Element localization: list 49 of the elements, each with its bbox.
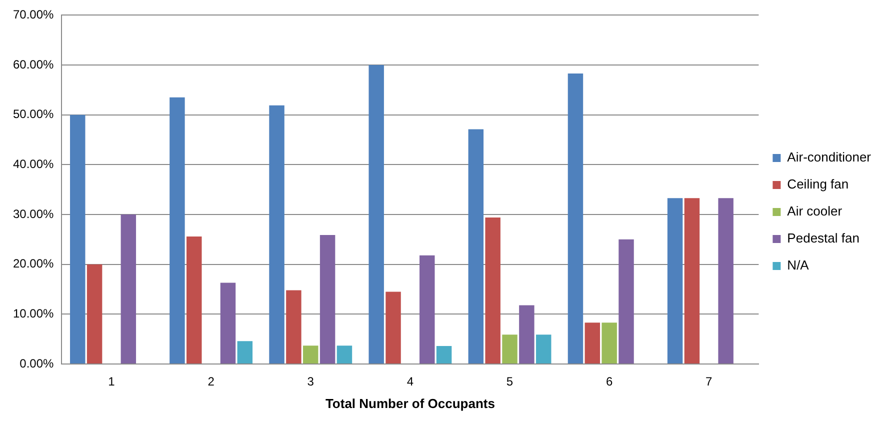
bar — [120, 214, 136, 364]
bar — [386, 292, 401, 364]
x-axis-title: Total Number of Occupants — [325, 396, 495, 411]
bar — [186, 236, 202, 364]
bar — [502, 334, 518, 364]
x-tick-label: 6 — [606, 374, 613, 389]
bar — [336, 346, 352, 364]
x-tick-label: 2 — [208, 374, 215, 389]
legend-label: N/A — [787, 258, 810, 273]
bar — [602, 322, 617, 364]
bar — [485, 218, 500, 364]
bar — [468, 129, 484, 364]
y-tick-label: 60.00% — [12, 57, 54, 72]
y-tick-label: 50.00% — [12, 107, 54, 122]
bar — [269, 105, 284, 364]
y-tick-label: 0.00% — [20, 356, 54, 370]
bar — [584, 322, 600, 364]
bar — [70, 114, 86, 364]
y-tick-label: 30.00% — [12, 206, 54, 221]
bar — [220, 282, 236, 364]
bar — [320, 234, 336, 364]
bar — [436, 346, 452, 364]
bar — [86, 264, 102, 364]
x-tick-label: 3 — [307, 374, 314, 389]
y-tick-label: 40.00% — [12, 157, 54, 171]
bar — [368, 65, 384, 364]
legend-label: Air-conditioner — [787, 150, 872, 165]
bar — [536, 334, 552, 364]
y-tick-label: 10.00% — [12, 306, 54, 320]
bar — [667, 198, 683, 364]
bar — [568, 74, 584, 364]
bar — [519, 305, 534, 364]
legend-label: Pedestal fan — [787, 230, 860, 246]
bar — [170, 97, 185, 364]
x-tick-label: 4 — [406, 374, 414, 389]
bar — [237, 341, 253, 364]
bar — [420, 255, 435, 364]
y-tick-label: 20.00% — [12, 256, 54, 271]
x-tick-label: 7 — [706, 374, 713, 389]
bar — [618, 239, 634, 364]
x-tick-label: 5 — [506, 374, 514, 389]
x-tick-label: 1 — [108, 374, 116, 389]
bar — [303, 346, 318, 364]
bar — [718, 198, 734, 364]
bar — [286, 290, 302, 364]
legend-label: Air cooler — [787, 204, 843, 219]
bar — [684, 198, 700, 364]
y-tick-label: 70.00% — [12, 8, 54, 22]
legend-label: Ceiling fan — [787, 176, 849, 192]
